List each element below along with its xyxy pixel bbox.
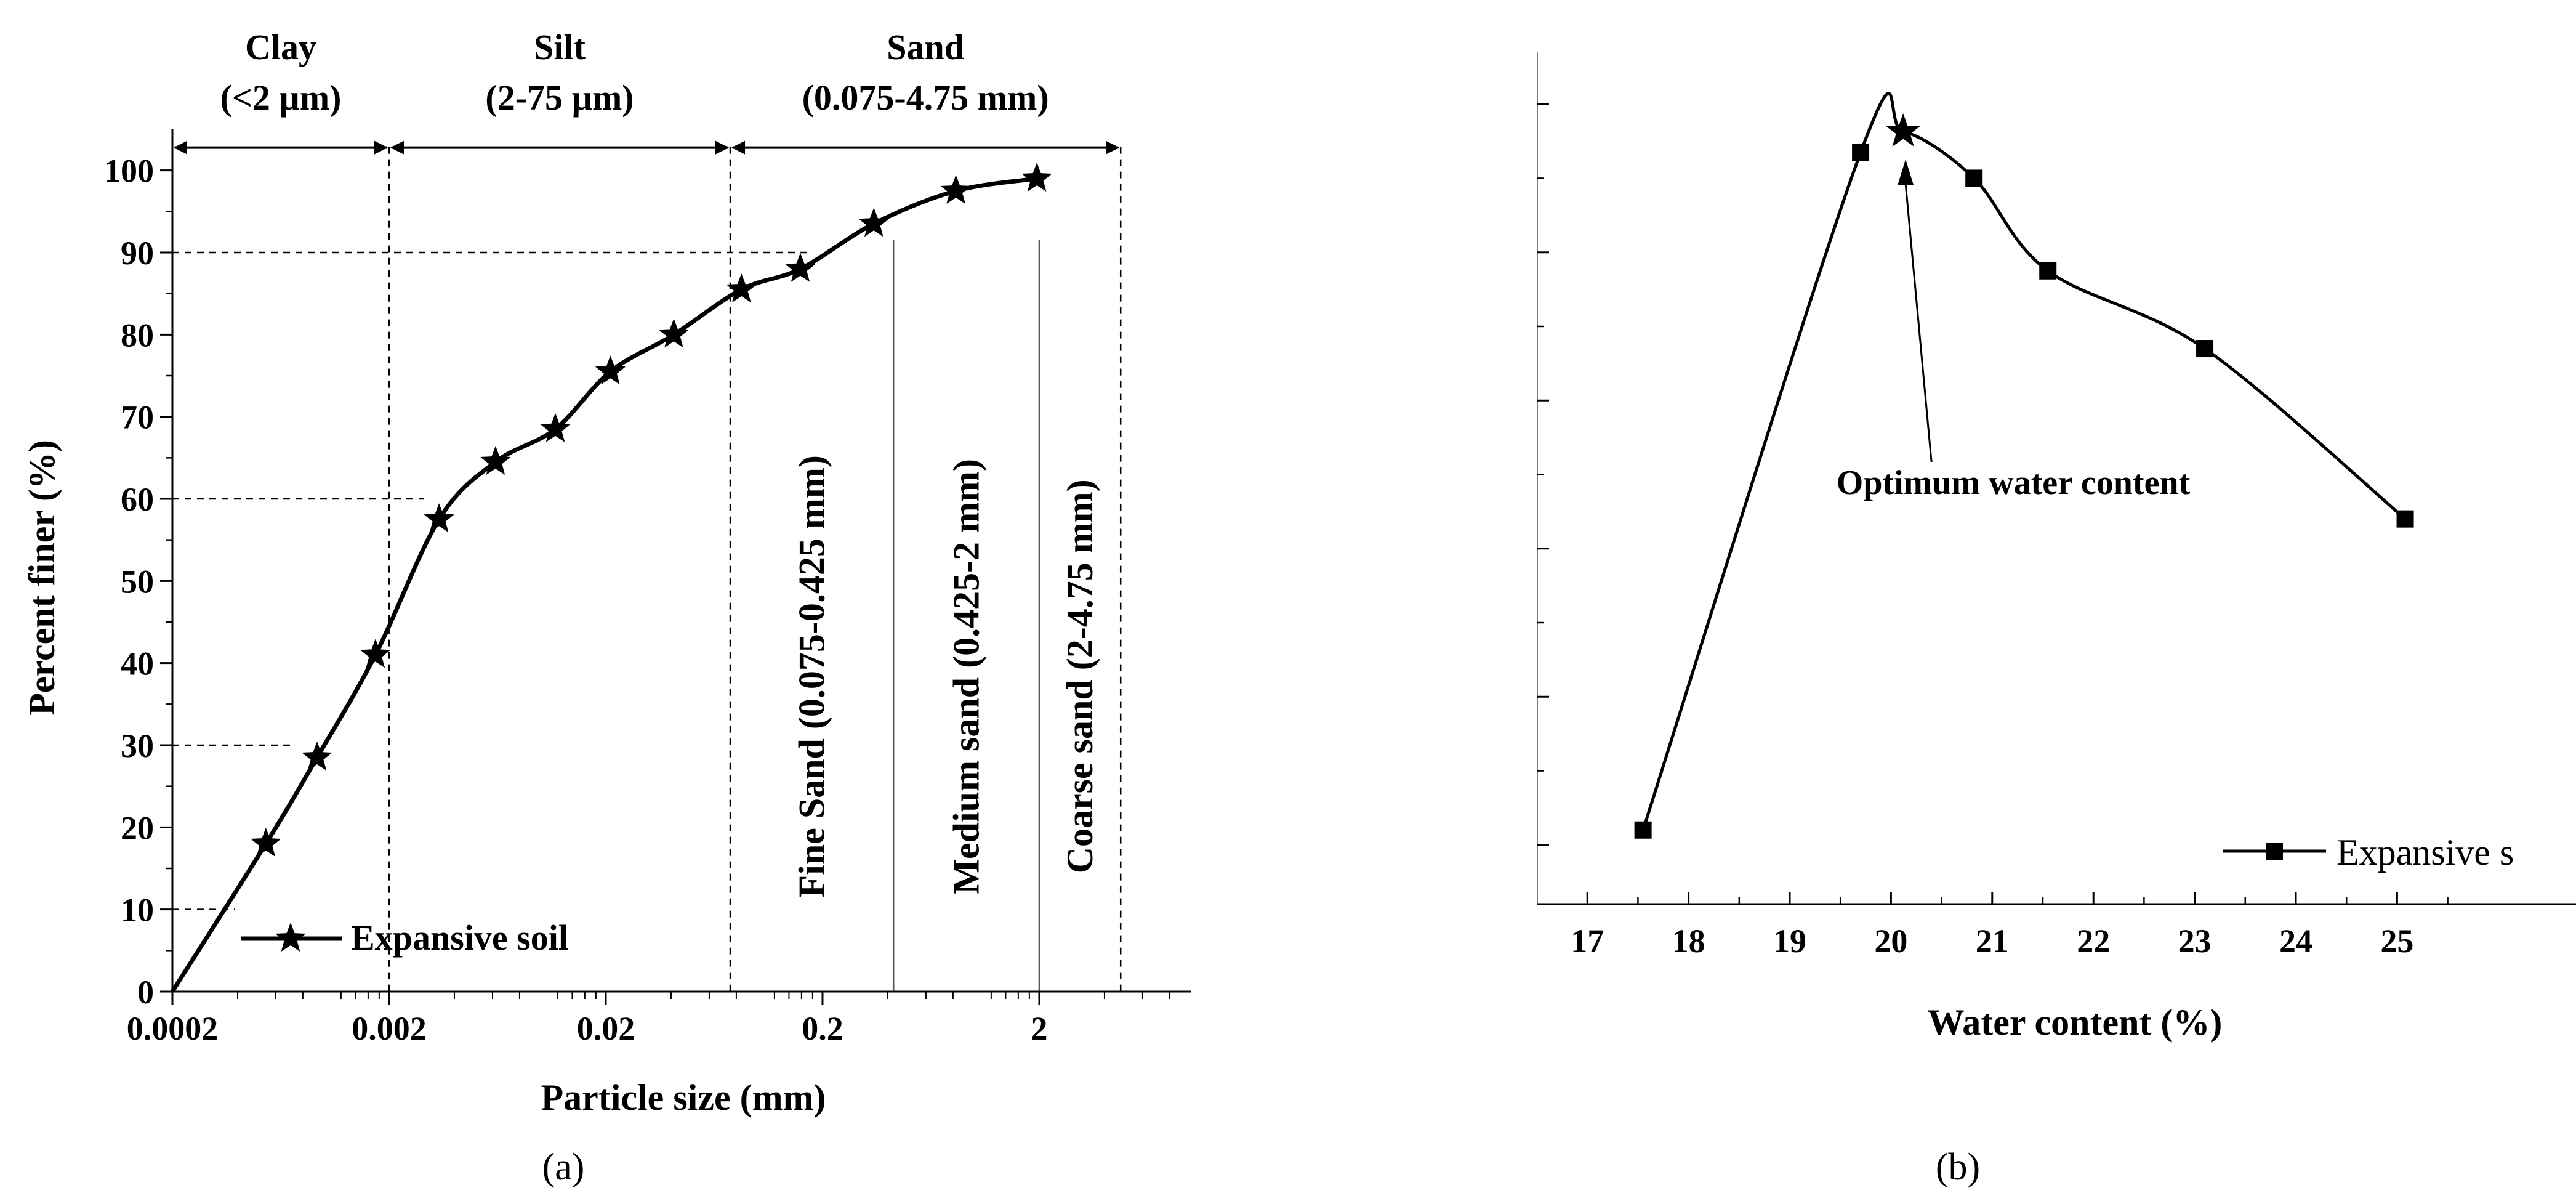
panel-a-y-tick-label: 60 <box>121 481 154 518</box>
panel-b-optimum-star <box>1886 113 1921 147</box>
panel-b-y-axis-title-end: ) <box>1372 277 1413 289</box>
panel-b-x-tick-label: 18 <box>1672 923 1705 960</box>
panel-a-y-tick-label: 50 <box>121 563 154 600</box>
panel-a-y-axis-title: Percent finer (%) <box>22 440 62 716</box>
panel-a-star-marker <box>859 208 890 237</box>
panel-b-label: (b) <box>1936 1146 1980 1188</box>
panel-b-legend-label: Expansive s <box>2337 832 2514 873</box>
panel-b-x-tick-label: 23 <box>2178 923 2212 960</box>
panel-a-y-tick-label: 30 <box>121 727 154 764</box>
panel-b-y-tick-label: 1.48 <box>1462 531 1520 568</box>
panel-a-region-arrow-right-head <box>715 141 729 155</box>
panel-a-y-tick-label: 0 <box>137 974 154 1011</box>
panel-a-sub-region-label: Medium sand (0.425-2 mm) <box>946 459 987 894</box>
panel-b-y-tick-label: 1.50 <box>1462 382 1520 419</box>
panel-b-x-tick-label: 17 <box>1571 923 1604 960</box>
panel-b-square-marker <box>2039 262 2056 280</box>
panel-a-y-tick-label: 20 <box>121 809 154 846</box>
panel-a-region-label: Silt <box>534 27 586 67</box>
panel-b-series <box>1643 94 2405 830</box>
panel-a-region-arrow-right-head <box>1106 141 1119 155</box>
panel-a-label: (a) <box>542 1146 585 1188</box>
panel-a-star-marker <box>302 742 332 770</box>
optimum-water-content-annotation: Optimum water content <box>1837 464 2191 502</box>
panel-a-x-tick-label: 0.02 <box>577 1010 635 1047</box>
panel-b-y-tick-label: 1.44 <box>1462 827 1520 864</box>
panel-a-region-arrow-right-head <box>374 141 388 155</box>
panel-a-axes: 0 10 20 30 40 50 60 70 80 90 100 0.0002 0.002 0.02 0.2… <box>104 129 1191 1047</box>
panel-b-y-tick-label: 1.52 <box>1462 235 1520 272</box>
panel-b-y-tick-label: 1.46 <box>1462 679 1520 716</box>
panel-b-y-axis-title: Dry unit weight (g/cm3) <box>1372 277 1413 647</box>
panel-a-x-tick-label: 0.002 <box>352 1010 427 1047</box>
panel-b-square-marker <box>1852 144 1869 161</box>
panel-a-y-tick-label: 40 <box>121 645 154 682</box>
panel-b-y-axis-title-superscript: 3 <box>1372 289 1398 301</box>
panel-b-x-tick-label: 21 <box>1976 923 2009 960</box>
panel-a-y-tick-label: 80 <box>121 317 154 354</box>
panel-a-x-tick-label: 0.2 <box>802 1010 843 1047</box>
panel-a-legend-star <box>275 923 305 952</box>
panel-a-star-marker <box>941 175 971 204</box>
panel-a-region-arrow-left-head <box>174 141 187 155</box>
panel-b-curve <box>1643 94 2405 830</box>
panel-a-region-range: (0.075-4.75 mm) <box>802 78 1049 118</box>
panel-a-sub-region-label: Fine Sand (0.075-0.425 mm) <box>792 455 832 897</box>
panel-b-y-axis-title-main: Dry unit weight (g/cm <box>1372 301 1413 647</box>
panel-b-text: Water content (%) Dry unit weight (g/cm3… <box>1372 277 2514 1188</box>
panel-a: 0 10 20 30 40 50 60 70 80 90 100 0.0002 0.002 0.02 0.2… <box>22 27 1191 1188</box>
panel-a-x-tick-label: 0.0002 <box>127 1010 219 1047</box>
panel-a-star-marker <box>785 253 816 282</box>
panel-a-region-label: Clay <box>245 27 316 67</box>
panel-a-x-tick-label: 2 <box>1031 1010 1047 1047</box>
panel-a-region-range: (2-75 µm) <box>485 78 634 118</box>
panel-a-reference-lines <box>172 253 808 910</box>
panel-b-x-tick-label: 25 <box>2380 923 2413 960</box>
panel-a-star-marker <box>360 639 390 668</box>
panel-a-region-range: (<2 µm) <box>220 78 342 118</box>
panel-b-x-tick-label: 19 <box>1773 923 1806 960</box>
panel-a-x-axis-title: Particle size (mm) <box>541 1077 826 1118</box>
panel-a-legend-label: Expansive soil <box>351 918 568 958</box>
panel-b-x-tick-label: 22 <box>2077 923 2110 960</box>
panel-b-square-marker <box>2196 340 2213 357</box>
panel-b-annotation-arrow-line <box>1906 184 1931 462</box>
panel-a-star-marker <box>1021 163 1052 192</box>
panel-a-y-tick-label: 100 <box>104 153 154 190</box>
panel-a-region-label: Sand <box>887 27 964 67</box>
panel-b-y-tick-label: 1.54 <box>1462 86 1520 123</box>
panel-a-y-tick-label: 90 <box>121 235 154 272</box>
panel-a-markers <box>241 163 1052 952</box>
panel-b: 1.44 1.46 1.48 1.50 1.52 1.54 17 18 19 20 21 22 23 24… <box>1372 52 2576 1188</box>
panel-a-curve <box>172 179 1037 992</box>
panel-a-series <box>172 179 1037 992</box>
panel-b-axes: 1.44 1.46 1.48 1.50 1.52 1.54 17 18 19 20 21 22 23 24… <box>1462 52 2576 960</box>
panel-a-y-tick-label: 70 <box>121 399 154 436</box>
panel-b-x-axis-title: Water content (%) <box>1928 1002 2223 1043</box>
panel-a-region-arrow-left-head <box>731 141 745 155</box>
panel-b-x-tick-label: 20 <box>1874 923 1907 960</box>
panel-a-sub-region-label: Coarse sand (2-4.75 mm) <box>1060 479 1100 873</box>
panel-a-star-marker <box>424 503 454 532</box>
panel-a-region-arrow-left-head <box>390 141 404 155</box>
panel-b-square-marker <box>1965 169 1982 187</box>
panel-b-legend-marker <box>2266 843 2283 860</box>
panel-b-square-marker <box>1635 822 1652 839</box>
panel-b-square-marker <box>2397 511 2414 528</box>
panel-a-y-tick-label: 10 <box>121 892 154 929</box>
panel-b-annotation-arrow-head <box>1898 160 1914 185</box>
panel-b-x-tick-label: 24 <box>2279 923 2312 960</box>
panel-a-star-marker <box>251 828 281 857</box>
